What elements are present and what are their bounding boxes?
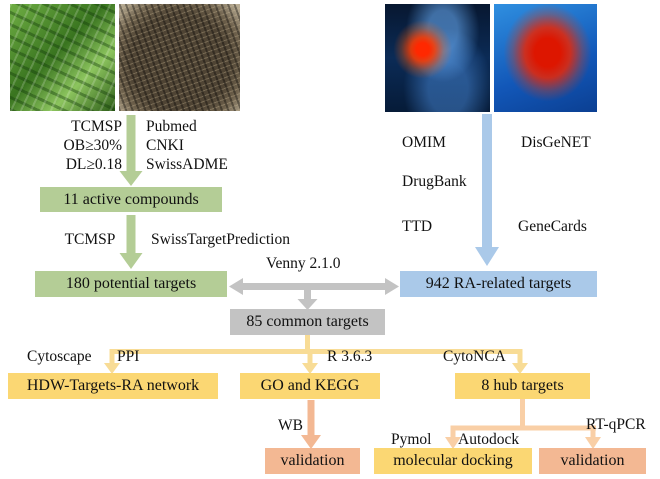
- ob-filter-label: OB≥30%: [63, 137, 122, 154]
- dl-filter-label: DL≥0.18: [65, 156, 122, 173]
- omim-label: OMIM: [402, 134, 446, 151]
- cytonca-label: CytoNCA: [443, 348, 506, 365]
- rtqpcr-label: RT-qPCR: [586, 416, 646, 433]
- genecards-label: GeneCards: [518, 218, 587, 235]
- ra-related-targets-box: 942 RA-related targets: [400, 271, 597, 297]
- go-kegg-box: GO and KEGG: [240, 373, 380, 399]
- arrow-compound-screening: [119, 115, 143, 186]
- dried-herb-photo: [119, 4, 240, 111]
- arrow-disease-databases: [475, 114, 499, 266]
- screening-criteria-column: TCMSP OB≥30% DL≥0.18: [48, 117, 122, 174]
- validation-box-2: validation: [539, 448, 646, 474]
- common-targets-box: 85 common targets: [230, 309, 385, 335]
- molecular-docking-box: molecular docking: [374, 448, 532, 474]
- arrow-venn-horizontal: [229, 278, 399, 295]
- connector-trunk: [305, 334, 310, 352]
- cnki-label: CNKI: [146, 137, 184, 154]
- tcmsp-label-2: TCMSP: [64, 231, 116, 248]
- autodock-label: Autodock: [458, 431, 520, 448]
- ttd-label: TTD: [402, 218, 433, 235]
- arrow-to-hub-targets: [512, 349, 528, 374]
- arrow-to-go-kegg: [302, 349, 318, 374]
- validation-box-1: validation: [265, 448, 360, 474]
- tcmsp-label: TCMSP: [71, 118, 122, 135]
- inflamed-hand-photo: [494, 4, 597, 112]
- r-version-label: R 3.6.3: [327, 348, 373, 365]
- cytoscape-label: Cytoscape: [27, 348, 92, 365]
- hub-targets-box: 8 hub targets: [455, 373, 590, 399]
- arrow-wb-validation: [301, 400, 321, 449]
- venny-label: Venny 2.1.0: [266, 255, 341, 272]
- swissadme-label: SwissADME: [146, 156, 228, 173]
- potential-targets-box: 180 potential targets: [35, 271, 227, 297]
- fresh-herb-photo: [10, 4, 115, 111]
- arrow-venn-down: [297, 286, 318, 310]
- wb-label: WB: [278, 417, 303, 434]
- pymol-label: Pymol: [391, 431, 432, 448]
- drugbank-label: DrugBank: [402, 173, 467, 190]
- disgenet-label: DisGeNET: [521, 134, 591, 151]
- inflamed-knee-photo: [385, 4, 490, 112]
- swisstargetprediction-label: SwissTargetPrediction: [151, 231, 290, 248]
- pubmed-label: Pubmed: [146, 118, 197, 135]
- literature-sources-column: Pubmed CNKI SwissADME: [146, 117, 228, 174]
- connector-hub-down: [520, 399, 525, 428]
- active-compounds-box: 11 active compounds: [40, 187, 222, 212]
- network-box: HDW-Targets-RA network: [8, 373, 218, 399]
- ppi-label: PPI: [117, 348, 140, 365]
